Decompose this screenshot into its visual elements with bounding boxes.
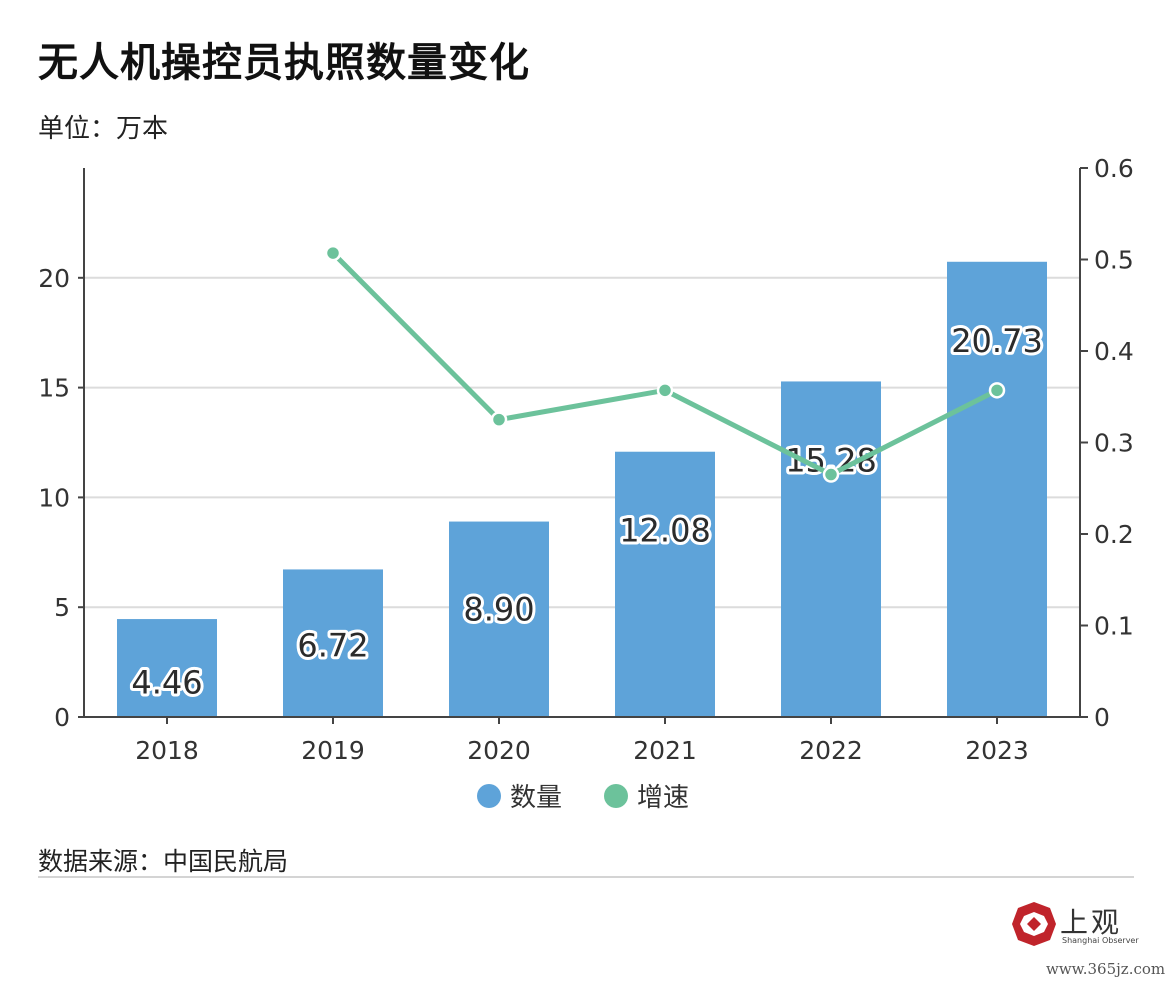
watermark: www.365jz.com xyxy=(1046,960,1166,978)
x-tick-label: 2021 xyxy=(633,736,697,765)
bar xyxy=(781,381,881,717)
logo-text: 上观 xyxy=(1060,906,1123,939)
growth-point xyxy=(490,411,508,428)
source-divider xyxy=(38,876,1134,878)
x-tick-label: 2020 xyxy=(467,736,531,765)
y-left-tick-label: 5 xyxy=(54,593,70,622)
growth-point xyxy=(822,466,840,483)
y-left-tick-label: 10 xyxy=(38,483,70,512)
bar-value-label: 4.46 xyxy=(131,664,202,702)
bar xyxy=(117,619,217,717)
y-left-tick-label: 0 xyxy=(54,703,70,732)
source-note: 数据来源：中国民航局 xyxy=(38,847,289,876)
y-right-tick-label: 0 xyxy=(1094,703,1110,732)
legend-swatch-line xyxy=(604,784,628,808)
growth-point xyxy=(324,244,342,262)
bar xyxy=(449,521,549,717)
growth-line xyxy=(331,251,999,478)
chart-title: 无人机操控员执照数量变化 xyxy=(38,40,530,86)
shanghai-observer-logo-icon xyxy=(1012,902,1056,946)
y-right-tick-label: 0.5 xyxy=(1094,246,1134,275)
bar xyxy=(947,261,1047,717)
logo-subtitle: Shanghai Observer xyxy=(1062,936,1139,945)
bar-value-label: 6.72 xyxy=(297,626,368,664)
x-tick-label: 2019 xyxy=(301,736,365,765)
y-left-tick-label: 15 xyxy=(38,374,70,403)
unit-label: 单位：万本 xyxy=(38,114,169,144)
x-tick-label: 2018 xyxy=(135,736,199,765)
y-right-tick-label: 0.6 xyxy=(1094,154,1134,183)
legend-label-line: 增速 xyxy=(637,783,689,813)
legend-swatch-bar xyxy=(477,784,501,808)
y-right-tick-label: 0.1 xyxy=(1094,612,1134,641)
bar-value-label: 8.90 xyxy=(463,590,534,628)
y-right-tick-label: 0.3 xyxy=(1094,429,1134,458)
y-left-tick-label: 20 xyxy=(38,264,70,293)
y-right-tick-label: 0.4 xyxy=(1094,337,1134,366)
y-right-tick-label: 0.2 xyxy=(1094,520,1134,549)
chart-svg: 0 5 10 15 20 0 0.1 0.2 0.3 0.4 0.5 0.6 2018 2019 2020 2… xyxy=(38,154,1134,813)
bar-value-label: 12.08 xyxy=(619,512,711,550)
growth-point xyxy=(656,382,674,399)
bar xyxy=(283,569,383,717)
bar xyxy=(615,451,715,717)
legend-label-bar: 数量 xyxy=(510,783,562,813)
x-tick-label: 2022 xyxy=(799,736,863,765)
growth-point xyxy=(988,382,1006,399)
x-tick-label: 2023 xyxy=(965,736,1029,765)
bar-value-label: 20.73 xyxy=(951,322,1043,360)
